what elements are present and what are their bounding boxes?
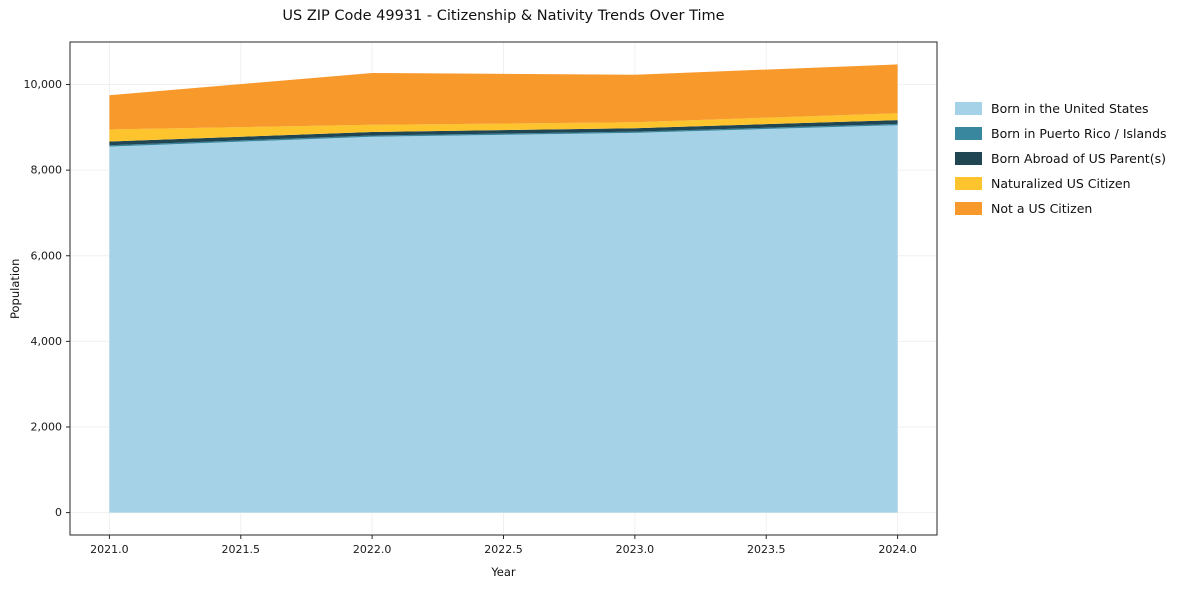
legend-item: Born Abroad of US Parent(s) [955, 151, 1167, 166]
legend-label: Not a US Citizen [991, 201, 1093, 216]
y-tick-label: 6,000 [31, 249, 63, 262]
y-tick-label: 10,000 [24, 78, 63, 91]
y-tick-label: 0 [55, 506, 62, 519]
y-axis-label: Population [8, 258, 22, 319]
legend-label: Born in Puerto Rico / Islands [991, 126, 1167, 141]
x-tick-label: 2023.0 [616, 543, 655, 556]
legend-item: Born in the United States [955, 101, 1167, 116]
legend-label: Born in the United States [991, 101, 1149, 116]
legend-swatch [955, 152, 982, 165]
x-tick-label: 2024.0 [878, 543, 917, 556]
y-tick-label: 4,000 [31, 335, 63, 348]
legend-swatch [955, 177, 982, 190]
legend-swatch [955, 102, 982, 115]
x-tick-label: 2021.5 [222, 543, 261, 556]
legend: Born in the United States Born in Puerto … [955, 101, 1167, 216]
x-tick-label: 2022.5 [484, 543, 523, 556]
area-series [109, 113, 898, 142]
y-tick-label: 2,000 [31, 420, 63, 433]
legend-label: Born Abroad of US Parent(s) [991, 151, 1166, 166]
legend-swatch [955, 127, 982, 140]
area-series [109, 120, 898, 146]
area-series [109, 125, 898, 513]
x-tick-label: 2022.0 [353, 543, 392, 556]
area-series [109, 64, 898, 130]
legend-item: Born in Puerto Rico / Islands [955, 126, 1167, 141]
legend-item: Not a US Citizen [955, 201, 1167, 216]
y-tick-label: 8,000 [31, 164, 63, 177]
chart-title: US ZIP Code 49931 - Citizenship & Nativi… [282, 8, 725, 24]
legend-item: Naturalized US Citizen [955, 176, 1167, 191]
x-axis-label: Year [491, 565, 516, 579]
x-tick-label: 2023.5 [747, 543, 786, 556]
x-tick-label: 2021.0 [90, 543, 129, 556]
legend-label: Naturalized US Citizen [991, 176, 1131, 191]
legend-swatch [955, 202, 982, 215]
